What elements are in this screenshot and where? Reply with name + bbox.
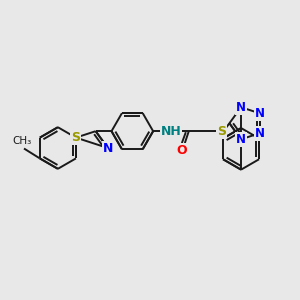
Text: S: S bbox=[217, 125, 226, 138]
Text: N: N bbox=[236, 133, 246, 146]
Text: N: N bbox=[255, 107, 265, 120]
Text: N: N bbox=[236, 101, 246, 114]
Text: N: N bbox=[255, 127, 265, 140]
Text: NH: NH bbox=[160, 125, 181, 138]
Text: O: O bbox=[176, 143, 187, 157]
Text: S: S bbox=[71, 131, 80, 144]
Text: CH₃: CH₃ bbox=[12, 136, 32, 146]
Text: N: N bbox=[103, 142, 113, 154]
